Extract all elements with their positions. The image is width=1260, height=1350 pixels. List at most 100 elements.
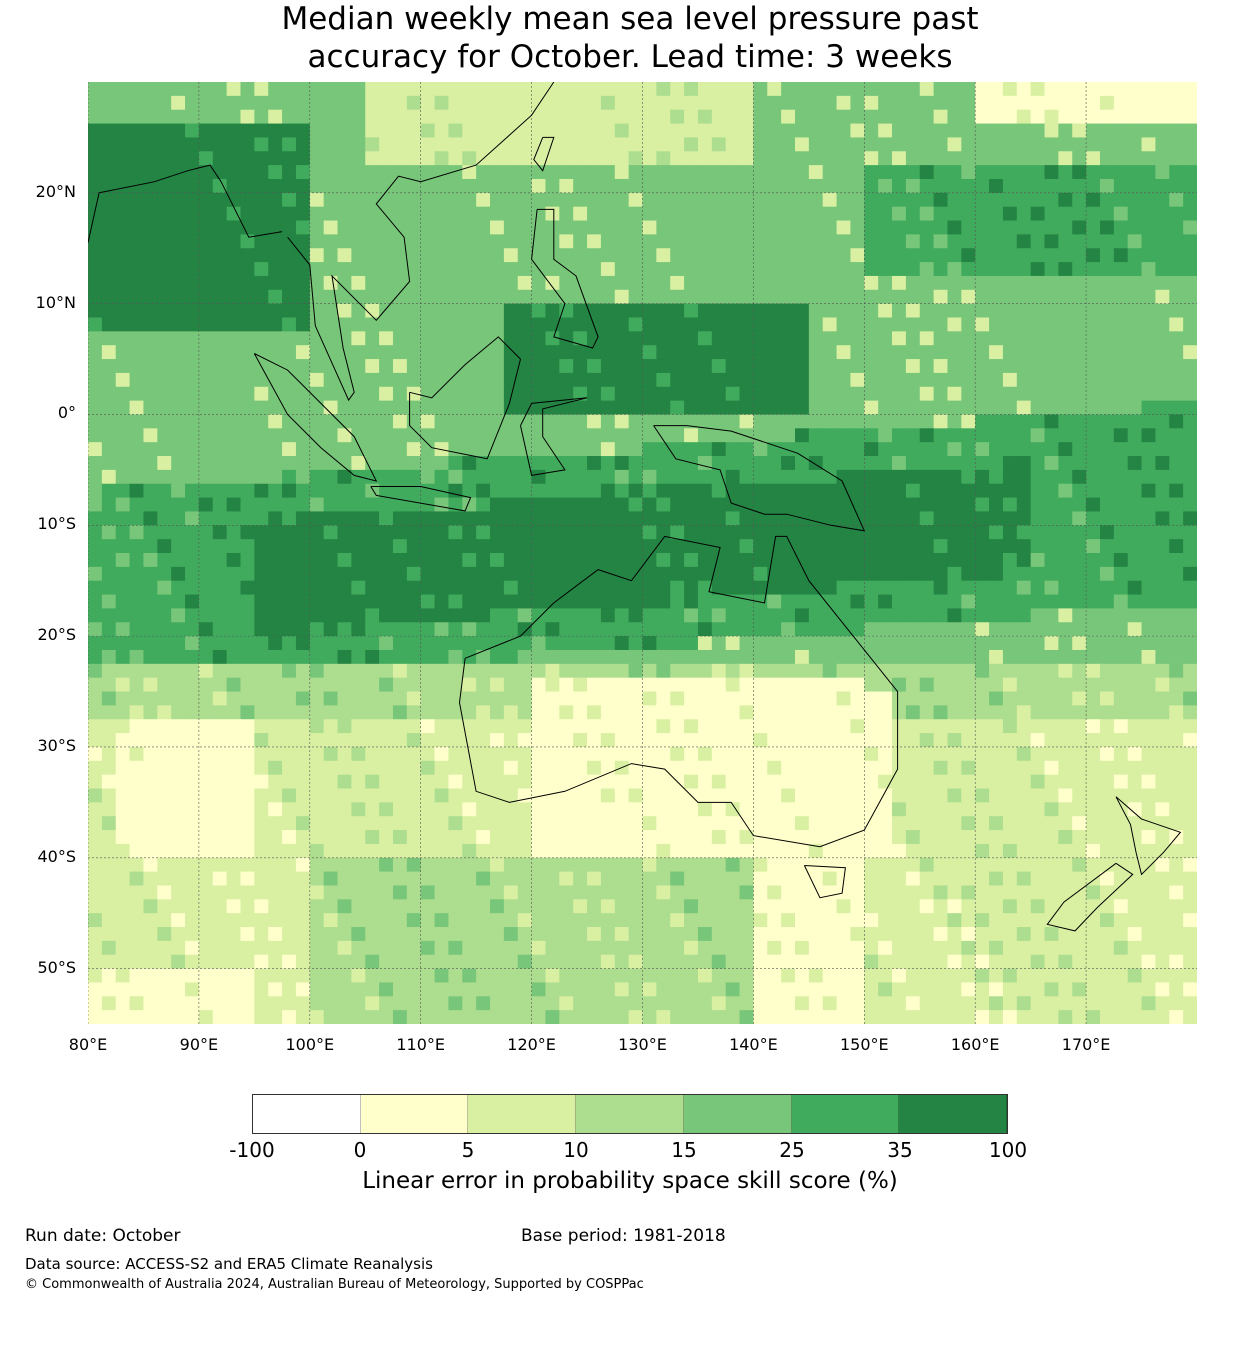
grid-cell — [392, 289, 408, 305]
grid-cell — [406, 622, 422, 637]
grid-cell — [240, 677, 255, 693]
grid-cell — [115, 497, 131, 512]
grid-cell — [975, 469, 990, 485]
grid-cell — [642, 483, 657, 499]
grid-cell — [864, 220, 879, 235]
grid-cell — [295, 123, 311, 138]
grid-cell — [600, 885, 616, 900]
grid-cell — [392, 663, 408, 679]
grid-cell — [129, 109, 144, 125]
grid-cell — [989, 566, 1004, 582]
grid-cell — [1155, 843, 1170, 859]
grid-cell — [323, 677, 339, 693]
grid-cell — [1099, 788, 1115, 803]
grid-cell — [198, 303, 214, 318]
grid-cell — [1016, 220, 1032, 235]
grid-cell — [587, 525, 602, 540]
grid-cell — [1016, 386, 1032, 402]
grid-cell — [1016, 414, 1032, 429]
grid-cell — [989, 511, 1004, 526]
grid-cell — [115, 386, 131, 402]
grid-cell — [892, 82, 907, 97]
grid-cell — [1058, 788, 1073, 803]
grid-cell — [739, 927, 754, 942]
grid-cell — [268, 940, 283, 956]
grid-cell — [697, 843, 713, 859]
grid-cell — [559, 525, 574, 540]
grid-cell — [725, 372, 741, 388]
grid-cell — [212, 331, 228, 346]
grid-cell — [531, 192, 546, 208]
grid-cell — [739, 857, 754, 873]
grid-cell — [850, 442, 865, 457]
grid-cell — [448, 151, 463, 166]
grid-cell — [711, 760, 727, 776]
grid-cell — [365, 151, 380, 166]
grid-cell — [323, 469, 339, 485]
grid-cell — [226, 580, 241, 596]
grid-cell — [531, 248, 546, 263]
grid-cell — [337, 857, 352, 873]
grid-cell — [1127, 192, 1143, 208]
grid-cell — [240, 345, 255, 360]
grid-cell — [975, 871, 990, 886]
grid-cell — [476, 594, 491, 609]
grid-cell — [919, 400, 935, 415]
grid-cell — [476, 927, 491, 942]
grid-cell — [947, 746, 962, 762]
grid-cell — [1141, 331, 1156, 346]
grid-cell — [1183, 137, 1197, 152]
grid-cell — [254, 594, 269, 609]
grid-cell — [88, 857, 103, 873]
grid-cell — [836, 165, 851, 180]
grid-cell — [1072, 705, 1087, 720]
grid-cell — [587, 359, 602, 374]
grid-cell — [642, 82, 657, 97]
grid-cell — [1030, 719, 1046, 734]
grid-cell — [1127, 372, 1143, 388]
grid-cell — [462, 456, 477, 471]
grid-cell — [309, 400, 325, 415]
grid-cell — [226, 760, 241, 776]
grid-cell — [198, 802, 214, 817]
grid-cell — [157, 802, 172, 817]
grid-cell — [1016, 165, 1032, 180]
grid-cell — [587, 843, 602, 859]
grid-cell — [434, 774, 449, 789]
grid-cell — [614, 275, 630, 291]
grid-cell — [919, 885, 935, 900]
grid-cell — [115, 774, 131, 789]
grid-cell — [406, 899, 422, 914]
grid-cell — [531, 206, 546, 222]
grid-cell — [905, 82, 921, 97]
grid-cell — [379, 151, 394, 166]
grid-cell — [933, 636, 948, 651]
grid-cell — [268, 82, 283, 97]
grid-cell — [1141, 760, 1156, 776]
grid-cell — [808, 746, 824, 762]
grid-cell — [1183, 746, 1197, 762]
grid-cell — [864, 123, 879, 138]
grid-cell — [1141, 719, 1156, 734]
grid-cell — [212, 760, 228, 776]
grid-cell — [1113, 82, 1129, 97]
grid-cell — [739, 220, 754, 235]
grid-cell — [406, 359, 422, 374]
grid-cell — [794, 553, 810, 568]
grid-cell — [88, 456, 103, 471]
grid-cell — [587, 677, 602, 693]
grid-cell — [725, 594, 741, 609]
grid-cell — [961, 456, 976, 471]
grid-cell — [268, 234, 283, 249]
grid-cell — [503, 871, 519, 886]
grid-cell — [143, 109, 158, 125]
grid-cell — [1155, 442, 1170, 457]
grid-cell — [1072, 830, 1087, 845]
grid-cell — [794, 165, 810, 180]
grid-cell — [794, 386, 810, 402]
grid-cell — [1183, 553, 1197, 568]
grid-cell — [545, 192, 560, 208]
grid-cell — [392, 275, 408, 291]
grid-cell — [892, 289, 907, 305]
grid-cell — [1072, 414, 1087, 429]
